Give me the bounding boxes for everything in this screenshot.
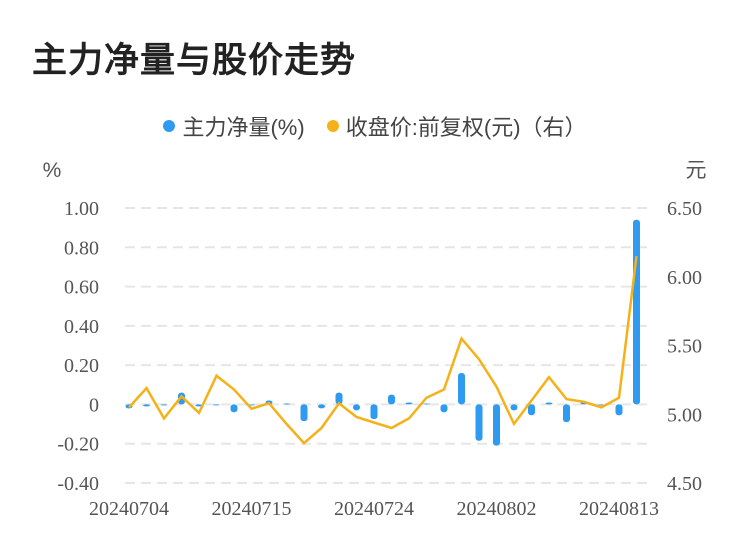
bar	[423, 403, 430, 405]
bar	[195, 404, 203, 407]
legend-item-net-volume[interactable]: 主力净量(%)	[163, 110, 305, 142]
left-tick-label: 0	[89, 394, 99, 416]
bar	[213, 404, 220, 406]
legend: 主力净量(%) 收盘价:前复权(元)（右）	[0, 110, 750, 142]
left-tick-label: 0.20	[64, 355, 99, 377]
bar	[510, 404, 518, 411]
left-tick-label: 0.80	[64, 237, 99, 259]
left-tick-label: -0.20	[57, 434, 99, 456]
price-line	[128, 255, 638, 445]
right-tick-label: 4.50	[667, 473, 702, 495]
bar	[528, 404, 535, 416]
bar	[230, 404, 238, 413]
left-tick-label: -0.40	[57, 473, 99, 495]
x-tick-label: 20240724	[334, 498, 414, 520]
left-tick-label: 0.40	[64, 316, 99, 338]
bar	[388, 394, 395, 405]
bar	[563, 404, 570, 423]
bar	[143, 404, 150, 407]
legend-dot-icon	[163, 120, 176, 132]
bar	[283, 403, 290, 405]
bar	[545, 402, 553, 405]
legend-label: 收盘价:前复权(元)（右）	[345, 115, 587, 140]
left-tick-label: 0.60	[64, 277, 99, 299]
right-tick-label: 5.50	[667, 336, 702, 358]
bar	[300, 404, 308, 422]
right-tick-label: 5.00	[667, 404, 702, 426]
legend-dot-icon	[326, 120, 339, 132]
bar	[353, 404, 360, 411]
bar	[493, 404, 500, 446]
bar	[160, 404, 168, 406]
legend-item-close-price[interactable]: 收盘价:前复权(元)（右）	[326, 110, 587, 142]
x-tick-label: 20240715	[212, 498, 292, 520]
left-tick-label: 1.00	[64, 198, 99, 220]
bar	[475, 404, 483, 441]
chart-title: 主力净量与股价走势	[32, 41, 357, 80]
bar	[370, 404, 378, 420]
legend-label: 主力净量(%)	[182, 115, 305, 140]
bar	[440, 404, 448, 413]
bar	[335, 392, 343, 405]
right-tick-label: 6.00	[667, 267, 702, 289]
bar	[615, 404, 623, 416]
bar	[318, 404, 325, 409]
bar	[178, 392, 185, 405]
bar	[458, 373, 465, 405]
right-tick-label: 6.50	[667, 198, 702, 220]
x-tick-label: 20240704	[89, 498, 169, 520]
x-tick-label: 20240802	[457, 498, 537, 520]
left-axis-unit: %	[43, 159, 62, 182]
right-axis-unit: 元	[686, 159, 707, 182]
bar	[405, 402, 413, 405]
x-tick-label: 20240813	[579, 498, 659, 520]
bar	[633, 219, 640, 405]
